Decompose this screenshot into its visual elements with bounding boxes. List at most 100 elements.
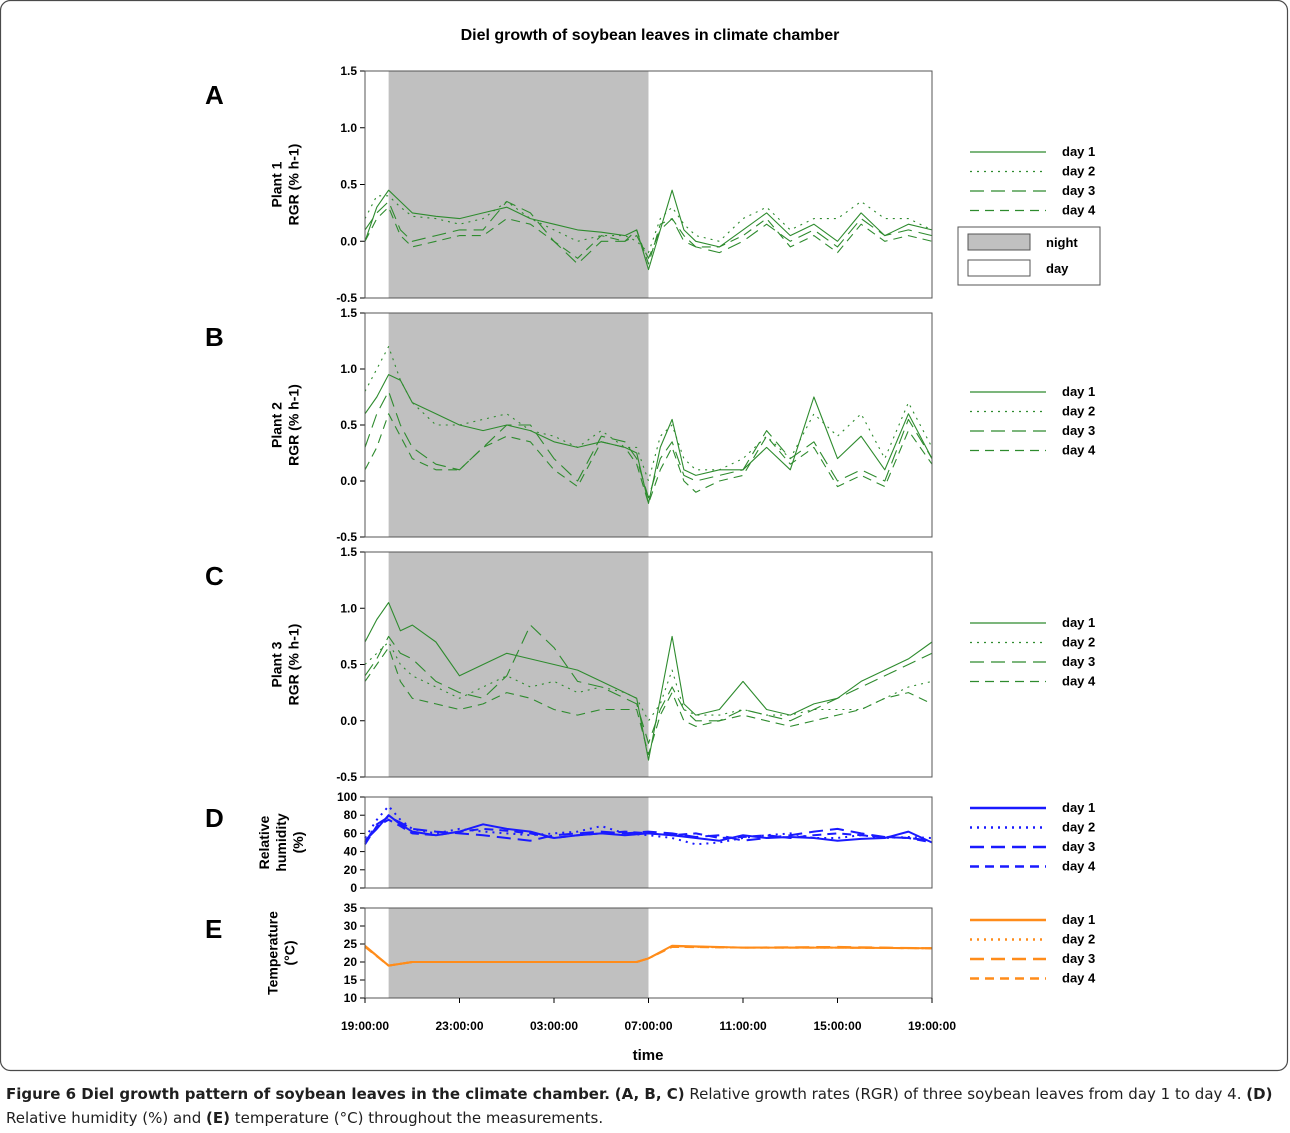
y-axis-label-line: RGR (% h-1) bbox=[286, 144, 302, 226]
panel-letter: B bbox=[205, 322, 224, 352]
y-tick-label: 80 bbox=[344, 808, 358, 822]
x-tick-label: 07:00:00 bbox=[624, 1019, 672, 1033]
legend-label: day 4 bbox=[1062, 674, 1096, 689]
y-tick-label: -0.5 bbox=[336, 530, 357, 544]
y-tick-label: 100 bbox=[337, 790, 357, 804]
legend-label: day 3 bbox=[1062, 654, 1095, 669]
y-tick-label: 0.0 bbox=[340, 714, 357, 728]
x-tick-label: 19:00:00 bbox=[908, 1019, 956, 1033]
night-swatch bbox=[967, 233, 1031, 251]
legend-label: day 4 bbox=[1062, 971, 1096, 986]
y-tick-label: 10 bbox=[344, 991, 358, 1005]
y-tick-label: 35 bbox=[344, 901, 358, 915]
legend-label: day 1 bbox=[1062, 615, 1095, 630]
x-tick-label: 19:00:00 bbox=[341, 1019, 389, 1033]
x-tick-labels: 19:00:00 23:00:00 03:00:00 07:00:00 11:00:00… bbox=[341, 998, 956, 1033]
night-shading bbox=[388, 797, 649, 888]
legend-label: day 1 bbox=[1062, 384, 1095, 399]
legend-label: day 2 bbox=[1062, 820, 1095, 835]
legend-label: day 3 bbox=[1062, 183, 1095, 198]
caption-label-abc: (A, B, C) bbox=[614, 1085, 685, 1103]
panel-B: B -0.5 0.0 0.5 1.0 1.5 Plant 2 RGR (% h-1) bbox=[205, 306, 933, 544]
series-line-1 bbox=[364, 189, 933, 271]
legend-label: day 2 bbox=[1062, 164, 1095, 179]
panel-C: C -0.5 0.0 0.5 1.0 1.5 Plant 3 RGR (% h-1) bbox=[205, 545, 933, 784]
y-tick-label: 0.0 bbox=[340, 474, 357, 488]
legend-label: day 1 bbox=[1062, 800, 1095, 815]
series-line-2 bbox=[364, 641, 933, 722]
y-tick-label: 0.0 bbox=[340, 234, 357, 248]
plot-frame bbox=[364, 796, 933, 889]
y-axis-label-line: Temperature bbox=[265, 911, 281, 995]
series-line-3 bbox=[364, 200, 933, 265]
plot-frame bbox=[364, 551, 933, 778]
series-line-3 bbox=[364, 624, 933, 744]
panel-letter: E bbox=[205, 914, 222, 944]
series-line-3 bbox=[364, 816, 933, 844]
caption-lead: Figure 6 Diel growth pattern of soybean … bbox=[6, 1085, 610, 1103]
caption-text-abc: Relative growth rates (RGR) of three soy… bbox=[684, 1085, 1242, 1103]
y-axis-label-line: Plant 3 bbox=[269, 641, 285, 687]
night-shading bbox=[388, 908, 649, 998]
figure-title: Diel growth of soybean leaves in climate… bbox=[461, 27, 840, 44]
night-shading bbox=[388, 552, 649, 777]
legend-A: day 1 day 2 day 3 day 4 bbox=[970, 144, 1096, 218]
y-tick-label: 0 bbox=[350, 881, 357, 895]
legends: day 1 day 2 day 3 day 4 day 1 day 2 day 3 day 4… bbox=[970, 144, 1096, 986]
night-label: night bbox=[1046, 235, 1078, 250]
caption-label-e: (E) bbox=[206, 1109, 230, 1127]
y-axis-label-line: RGR (% h-1) bbox=[286, 384, 302, 466]
y-tick-label: 15 bbox=[344, 973, 358, 987]
y-tick-label: -0.5 bbox=[336, 770, 357, 784]
panel-E: E 10 15 20 25 30 35 Temperature (°C) bbox=[205, 901, 933, 1005]
legend-label: day 2 bbox=[1062, 932, 1095, 947]
night-shading bbox=[388, 71, 649, 298]
y-tick-label: 20 bbox=[344, 863, 358, 877]
legend-label: day 1 bbox=[1062, 144, 1095, 159]
series-line-1 bbox=[364, 814, 933, 844]
x-axis-label: time bbox=[633, 1047, 664, 1064]
y-axis-label-line: Plant 1 bbox=[269, 161, 285, 207]
day-label: day bbox=[1046, 261, 1069, 276]
y-tick-label: 40 bbox=[344, 845, 358, 859]
panel-A: A -0.5 0.0 0.5 1.0 1.5 Plant 1 RGR (% h-1) bbox=[205, 64, 933, 305]
legend-label: day 3 bbox=[1062, 423, 1095, 438]
y-axis-label-line: Relative bbox=[256, 815, 272, 869]
legend-E: day 1 day 2 day 3 day 4 bbox=[970, 912, 1096, 986]
panel-D: D 0 20 40 60 80 100 Relative humidity (%) bbox=[205, 790, 933, 895]
caption-text-e: temperature (°C) throughout the measurem… bbox=[229, 1109, 604, 1127]
y-axis-label-line: (°C) bbox=[282, 940, 298, 965]
x-tick-label: 15:00:00 bbox=[813, 1019, 861, 1033]
y-tick-label: -0.5 bbox=[336, 291, 357, 305]
panel-letter: D bbox=[205, 803, 224, 833]
x-tick-label: 23:00:00 bbox=[435, 1019, 483, 1033]
figure-caption: Figure 6 Diel growth pattern of soybean … bbox=[6, 1082, 1284, 1130]
legend-D: day 1 day 2 day 3 day 4 bbox=[970, 800, 1096, 874]
legend-label: day 3 bbox=[1062, 951, 1095, 966]
y-axis-label-line: (%) bbox=[290, 832, 306, 854]
y-tick-label: 1.5 bbox=[340, 306, 357, 320]
y-tick-label: 1.5 bbox=[340, 545, 357, 559]
caption-label-d: (D) bbox=[1246, 1085, 1273, 1103]
y-axis-label-line: RGR (% h-1) bbox=[286, 624, 302, 706]
series-line-1 bbox=[364, 602, 933, 761]
y-tick-label: 0.5 bbox=[340, 178, 357, 192]
legend-label: day 2 bbox=[1062, 404, 1095, 419]
legend-label: day 4 bbox=[1062, 443, 1096, 458]
y-tick-label: 1.5 bbox=[340, 64, 357, 78]
y-tick-label: 0.5 bbox=[340, 418, 357, 432]
y-tick-label: 1.0 bbox=[340, 362, 357, 376]
legend-label: day 2 bbox=[1062, 635, 1095, 650]
day-swatch bbox=[967, 259, 1031, 277]
y-tick-label: 25 bbox=[344, 937, 358, 951]
plot-frame bbox=[364, 70, 933, 299]
legend-label: day 4 bbox=[1062, 203, 1096, 218]
series-line-4 bbox=[364, 818, 933, 845]
y-tick-label: 30 bbox=[344, 919, 358, 933]
legend-B: day 1 day 2 day 3 day 4 bbox=[970, 384, 1096, 458]
y-axis-label-line: Plant 2 bbox=[269, 402, 285, 448]
figure-svg: Diel growth of soybean leaves in climate… bbox=[0, 0, 1289, 1072]
y-tick-label: 0.5 bbox=[340, 658, 357, 672]
y-tick-label: 1.0 bbox=[340, 121, 357, 135]
series-line-3 bbox=[364, 390, 933, 499]
